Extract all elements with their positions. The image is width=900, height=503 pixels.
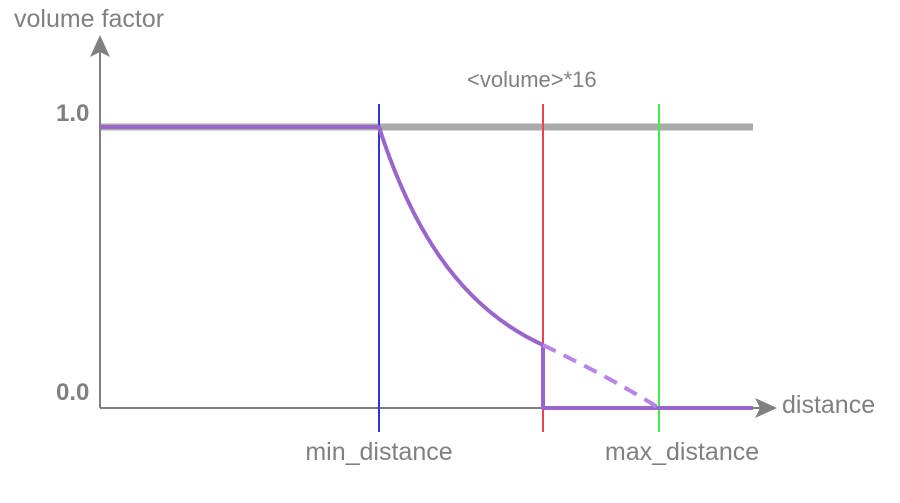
max-distance-marker-label: max_distance	[605, 438, 759, 466]
min-distance-marker-label: min_distance	[305, 438, 452, 466]
x-axis-label: distance	[782, 391, 875, 419]
y-tick-label-bottom: 0.0	[56, 379, 89, 406]
y-tick-label-top: 1.0	[56, 100, 89, 127]
cutoff-marker-label: <volume>*16	[467, 67, 597, 92]
y-axis-arrow-icon	[90, 35, 110, 57]
attenuation-curve-dashed-extension	[542, 343, 661, 410]
attenuation-curve	[100, 125, 753, 410]
x-axis-arrow-icon	[755, 398, 777, 418]
y-axis-label: volume factor	[14, 5, 164, 33]
